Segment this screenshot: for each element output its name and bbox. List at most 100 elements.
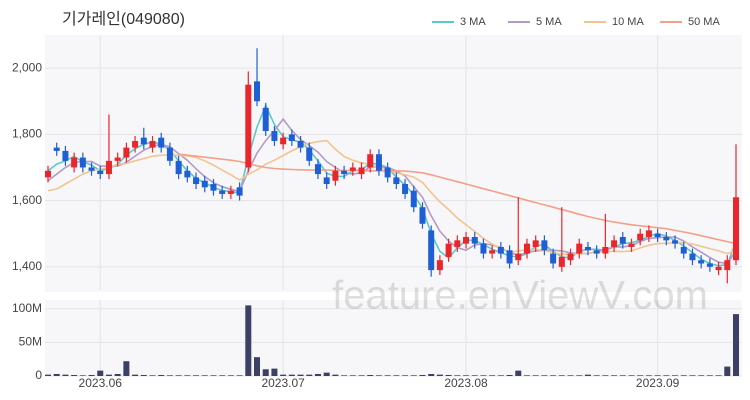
volume-bar: [88, 374, 95, 376]
volume-bar: [288, 374, 295, 376]
candle-body: [680, 246, 687, 254]
candle-body: [140, 137, 147, 145]
volume-bar: [706, 375, 713, 376]
candle-body: [280, 137, 287, 145]
volume-bar: [367, 374, 374, 376]
volume-bar: [79, 375, 86, 376]
candle-body: [706, 263, 713, 267]
volume-bar: [515, 370, 522, 376]
volume-bar: [219, 375, 226, 376]
candle-body: [419, 207, 426, 224]
volume-bar: [419, 374, 426, 376]
volume-bar: [306, 374, 313, 376]
volume-bar: [445, 374, 452, 376]
candle-body: [602, 246, 609, 254]
candle-body: [123, 147, 130, 158]
candle-body: [332, 170, 339, 181]
volume-bar: [314, 373, 321, 376]
volume-bar: [62, 374, 69, 376]
candle-body: [584, 246, 591, 251]
candle-body: [341, 170, 348, 175]
candle-body: [550, 253, 557, 264]
volume-bar: [280, 374, 287, 376]
legend-label: 50 MA: [688, 16, 720, 28]
legend-label: 5 MA: [536, 16, 562, 28]
volume-bar: [410, 375, 417, 376]
volume-bar: [349, 375, 356, 376]
candle-body: [532, 240, 539, 247]
volume-tick-label: 100M: [12, 301, 42, 315]
volume-bar: [532, 375, 539, 376]
candle-body: [611, 240, 618, 247]
candle-body: [715, 266, 722, 271]
volume-bar: [645, 375, 652, 376]
candle-body: [210, 184, 217, 191]
volume-bar: [454, 375, 461, 376]
candle-body: [698, 260, 705, 264]
volume-bar: [593, 375, 600, 376]
volume-bar: [663, 375, 670, 376]
price-panel: [45, 35, 742, 292]
candle-body: [367, 154, 374, 168]
candle-body: [271, 131, 278, 141]
x-tick-label: 2023.06: [79, 376, 123, 390]
volume-bar: [175, 375, 182, 376]
candle-body: [132, 140, 139, 148]
candle-body: [254, 81, 261, 102]
x-tick-label: 2023.08: [444, 376, 488, 390]
volume-bar: [584, 374, 591, 376]
legend-label: 3 MA: [460, 16, 486, 28]
candle-body: [323, 177, 330, 185]
volume-bar: [698, 375, 705, 376]
volume-bar: [245, 305, 252, 376]
volume-bar: [236, 375, 243, 376]
candle-body: [45, 170, 51, 178]
candle-body: [201, 180, 208, 188]
candle-body: [506, 250, 513, 264]
candle-body: [288, 134, 295, 141]
candle-body: [593, 250, 600, 254]
candle-body: [105, 160, 112, 175]
candle-body: [236, 187, 243, 196]
candle-body: [375, 154, 382, 171]
candle-body: [393, 177, 400, 185]
candle-body: [463, 237, 470, 244]
volume-bar: [332, 374, 339, 376]
volume-bar: [619, 375, 626, 376]
candle-body: [480, 243, 487, 254]
volume-bar: [724, 366, 731, 376]
candle-body: [262, 107, 269, 132]
volume-bar: [506, 374, 513, 376]
watermark: feature.enViewV.com: [332, 274, 708, 318]
volume-bar: [105, 374, 112, 376]
candle-body: [219, 190, 226, 194]
candle-body: [79, 157, 86, 168]
volume-bar: [123, 361, 130, 376]
volume-tick-label: 0: [35, 368, 42, 382]
volume-bar: [201, 375, 208, 376]
candle-body: [306, 147, 313, 161]
candle-body: [663, 237, 670, 241]
candle-body: [97, 170, 104, 175]
volume-bar: [523, 375, 530, 376]
volume-bar: [262, 369, 269, 376]
volume-bar: [323, 372, 330, 376]
volume-bar: [715, 375, 722, 376]
volume-bar: [393, 375, 400, 376]
volume-bar: [193, 375, 200, 376]
candle-body: [53, 147, 60, 151]
candle-body: [523, 243, 530, 254]
candle-body: [402, 184, 409, 194]
volume-bar: [384, 375, 391, 376]
candle-body: [724, 260, 731, 271]
candle-body: [114, 157, 121, 161]
candle-body: [184, 170, 191, 178]
volume-bar: [375, 375, 382, 376]
chart-title: 기가레인(049080): [62, 10, 185, 28]
candle-body: [62, 150, 69, 161]
y-tick-label: 1,400: [12, 259, 42, 273]
volume-bar: [297, 374, 304, 376]
volume-bar: [733, 314, 739, 376]
volume-bar: [471, 375, 478, 376]
volume-bar: [611, 375, 618, 376]
